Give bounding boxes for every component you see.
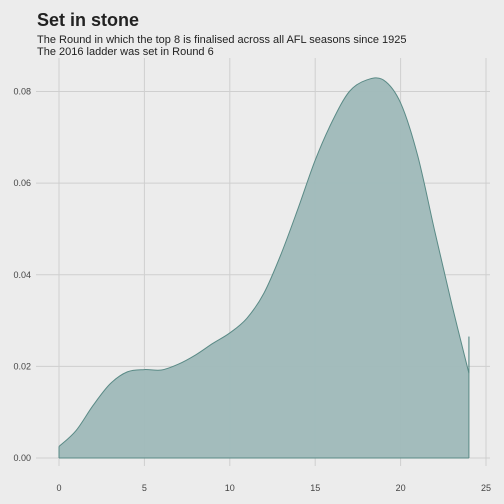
x-tick-label-0: 0 xyxy=(56,483,61,493)
density-area xyxy=(59,77,469,459)
chart-subtitle: The Round in which the top 8 is finalise… xyxy=(37,34,407,58)
x-tick-label-20: 20 xyxy=(396,483,406,493)
y-tick-label-1: 0.02 xyxy=(13,361,31,371)
chart-subtitle-line-1: The Round in which the top 8 is finalise… xyxy=(37,34,407,46)
x-tick-label-15: 15 xyxy=(310,483,320,493)
y-tick-label-0: 0.00 xyxy=(13,453,31,463)
y-tick-label-3: 0.06 xyxy=(13,178,31,188)
chart-subtitle-line-2: The 2016 ladder was set in Round 6 xyxy=(37,46,214,58)
y-tick-label-2: 0.04 xyxy=(13,270,31,280)
chart-title: Set in stone xyxy=(37,10,140,30)
density-line xyxy=(58,77,470,447)
x-tick-label-10: 10 xyxy=(225,483,235,493)
x-tick-label-5: 5 xyxy=(142,483,147,493)
x-tick-label-25: 25 xyxy=(481,483,491,493)
y-tick-label-4: 0.08 xyxy=(13,87,31,97)
